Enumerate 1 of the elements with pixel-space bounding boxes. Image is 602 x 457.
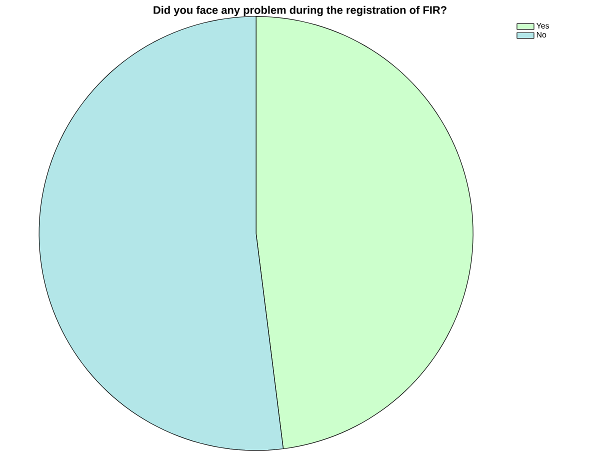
chart-title: Did you face any problem during the registration of FIR? [154, 6, 446, 16]
